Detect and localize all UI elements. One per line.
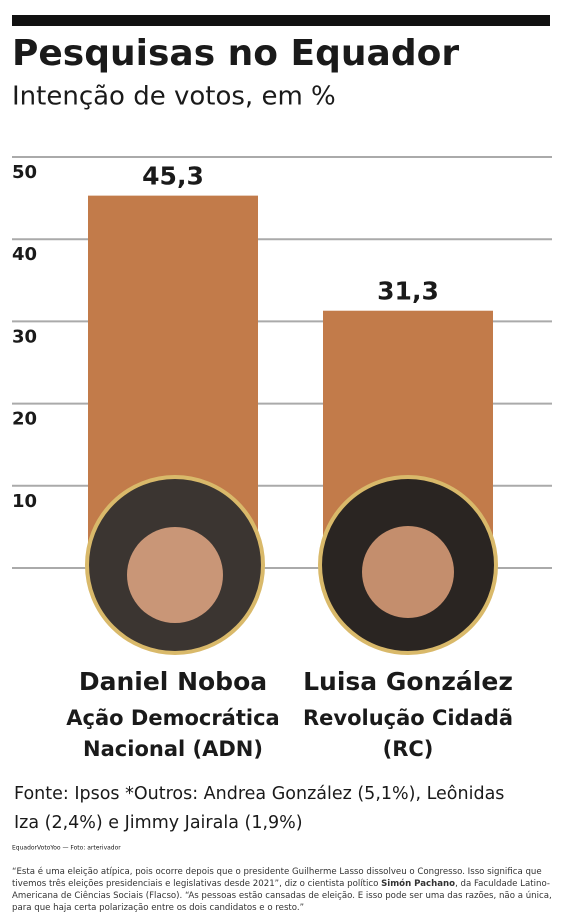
photos: [85, 475, 498, 655]
top-rule: [12, 15, 550, 26]
photo-face: [362, 526, 454, 618]
party-name: (RC): [383, 737, 434, 761]
chart: Pesquisas no Equador Intenção de votos, …: [12, 15, 552, 852]
value-label: 31,3: [377, 277, 439, 306]
y-tick-label: 50: [12, 162, 37, 183]
y-tick-label: 30: [12, 326, 37, 347]
party-name: Revolução Cidadã: [303, 706, 513, 730]
chart-subtitle: Intenção de votos, em %: [12, 82, 336, 112]
source-note: Iza (2,4%) e Jimmy Jairala (1,9%): [14, 813, 303, 833]
paragraph: “Esta é uma eleição atípica, pois ocorre…: [12, 866, 564, 914]
y-tick-label: 10: [12, 491, 37, 512]
value-label: 45,3: [142, 162, 204, 191]
y-tick-label: 40: [12, 244, 37, 265]
chart-title: Pesquisas no Equador: [12, 33, 459, 74]
y-tick-label: 20: [12, 409, 37, 430]
candidate-name: Luisa González: [303, 667, 513, 696]
source-note: Fonte: Ipsos *Outros: Andrea González (5…: [14, 784, 504, 804]
party-name: Nacional (ADN): [83, 737, 263, 761]
credit: EquadorVotoYoo — Foto: arterivador: [12, 845, 121, 852]
paragraph-text: “Esta é uma eleição atípica, pois ocorre…: [12, 867, 542, 889]
candidate-name: Daniel Noboa: [79, 667, 267, 696]
photo-face: [127, 527, 223, 623]
party-name: Ação Democrática: [66, 706, 279, 730]
paragraph-bold: Simón Pachano: [381, 879, 456, 889]
